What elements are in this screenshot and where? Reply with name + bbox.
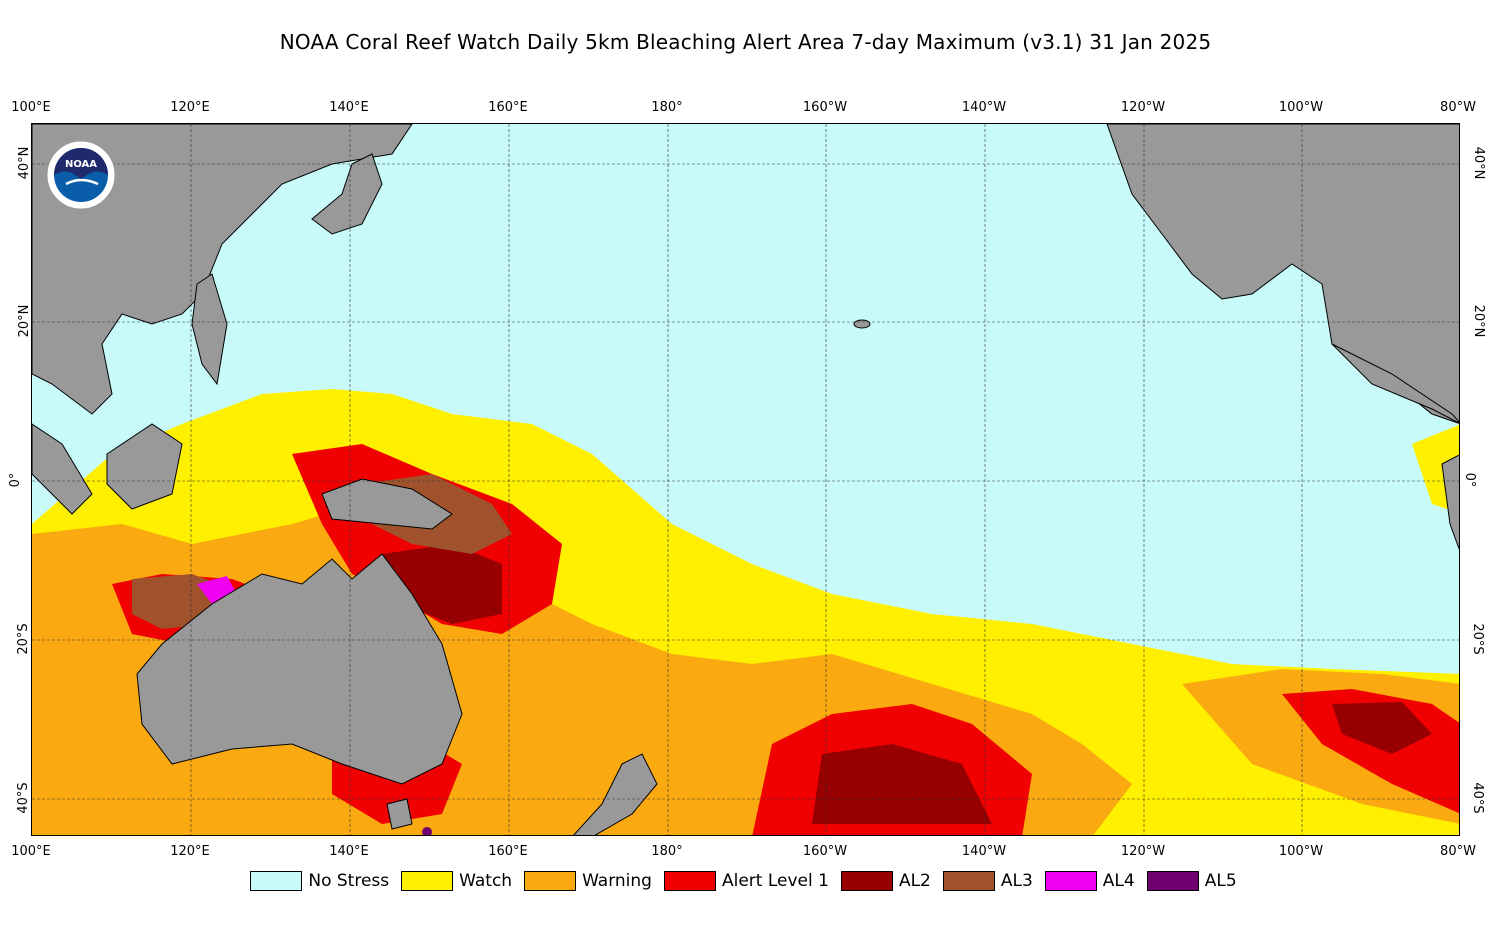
- land-sumatra: [32, 423, 93, 515]
- lon-label-160e-bottom: 160°E: [488, 844, 528, 859]
- lon-label-100w-bottom: 100°W: [1278, 844, 1324, 859]
- map-title: NOAA Coral Reef Watch Daily 5km Bleachin…: [279, 30, 1212, 54]
- legend-item-al5: AL5: [1146, 871, 1237, 891]
- legend-swatch-al4: [1044, 871, 1097, 891]
- legend-item-alert-level-1: Alert Level 1: [663, 871, 829, 891]
- legend-item-warning: Warning: [524, 871, 652, 891]
- lon-label-120w-top: 120°W: [1120, 100, 1166, 115]
- legend-swatch-al3: [942, 871, 995, 891]
- lon-label-160w-top: 160°W: [802, 100, 848, 115]
- lon-label-180-bottom: 180°: [651, 844, 683, 859]
- legend-item-al2: AL2: [840, 871, 931, 891]
- land-south-america: [1441, 454, 1459, 550]
- legend-item-watch: Watch: [401, 871, 512, 891]
- al5-region-tasmania: [422, 827, 432, 835]
- lon-label-100w-top: 100°W: [1278, 100, 1324, 115]
- noaa-logo-text: NOAA: [65, 159, 97, 170]
- land-layer: [32, 124, 1459, 835]
- legend-label-al5: AL5: [1204, 871, 1237, 891]
- lon-label-100e-top: 100°E: [11, 100, 51, 115]
- al2-region-east-pacific: [1332, 702, 1432, 754]
- al2-region-south-pacific: [812, 744, 992, 824]
- legend-swatch-al2: [840, 871, 893, 891]
- lat-label-40n-left: 40°N: [16, 146, 32, 180]
- legend-item-no-stress: No Stress: [250, 871, 389, 891]
- legend: No Stress Watch Warning Alert Level 1 AL…: [0, 871, 1491, 891]
- lon-label-140e-bottom: 140°E: [329, 844, 369, 859]
- lon-label-140w-bottom: 140°W: [961, 844, 1007, 859]
- lat-label-0-right: 0°: [1461, 472, 1477, 488]
- legend-label-warning: Warning: [582, 871, 652, 891]
- legend-swatch-alert-level-1: [663, 871, 716, 891]
- land-hawaii: [853, 319, 871, 329]
- lon-label-140e-top: 140°E: [329, 100, 369, 115]
- lat-label-20s-right: 20°S: [1470, 623, 1486, 655]
- land-tasmania: [386, 798, 413, 830]
- graticule: [32, 124, 1459, 835]
- land-north-america: [1106, 124, 1459, 424]
- legend-item-al4: AL4: [1044, 871, 1135, 891]
- legend-label-watch: Watch: [459, 871, 513, 891]
- land-new-zealand: [573, 753, 658, 835]
- lon-label-140w-top: 140°W: [961, 100, 1007, 115]
- lat-label-20s-left: 20°S: [16, 623, 32, 655]
- noaa-logo-icon: NOAA: [46, 140, 116, 210]
- legend-label-al3: AL3: [1000, 871, 1033, 891]
- legend-label-no-stress: No Stress: [308, 871, 390, 891]
- lat-label-40n-right: 40°N: [1470, 146, 1486, 180]
- lon-label-160w-bottom: 160°W: [802, 844, 848, 859]
- lon-label-120e-bottom: 120°E: [170, 844, 210, 859]
- lat-label-20n-left: 20°N: [16, 304, 32, 338]
- legend-swatch-warning: [524, 871, 577, 891]
- lat-label-20n-right: 20°N: [1470, 304, 1486, 338]
- lon-label-100e-bottom: 100°E: [11, 844, 51, 859]
- lat-label-0-left: 0°: [7, 472, 23, 488]
- lat-label-40s-left: 40°S: [16, 782, 32, 814]
- lat-label-40s-right: 40°S: [1470, 782, 1486, 814]
- legend-swatch-watch: [401, 871, 454, 891]
- legend-swatch-al5: [1146, 871, 1199, 891]
- land-australia: [136, 553, 463, 785]
- map-panel: [31, 123, 1460, 836]
- land-borneo: [106, 423, 183, 510]
- land-japan: [311, 153, 383, 235]
- bleaching-alert-map: [32, 124, 1459, 835]
- lon-label-120w-bottom: 120°W: [1120, 844, 1166, 859]
- legend-swatch-no-stress: [250, 871, 303, 891]
- land-central-america: [1331, 343, 1459, 424]
- land-philippines: [191, 273, 228, 386]
- legend-label-al2: AL2: [898, 871, 931, 891]
- lon-label-80w-bottom: 80°W: [1440, 844, 1476, 859]
- land-asia: [32, 124, 413, 415]
- legend-label-al4: AL4: [1102, 871, 1135, 891]
- lon-label-120e-top: 120°E: [170, 100, 210, 115]
- lon-label-160e-top: 160°E: [488, 100, 528, 115]
- legend-label-alert-level-1: Alert Level 1: [721, 871, 829, 891]
- land-new-guinea: [321, 478, 453, 530]
- lon-label-80w-top: 80°W: [1440, 100, 1476, 115]
- legend-item-al3: AL3: [942, 871, 1033, 891]
- lon-label-180-top: 180°: [651, 100, 683, 115]
